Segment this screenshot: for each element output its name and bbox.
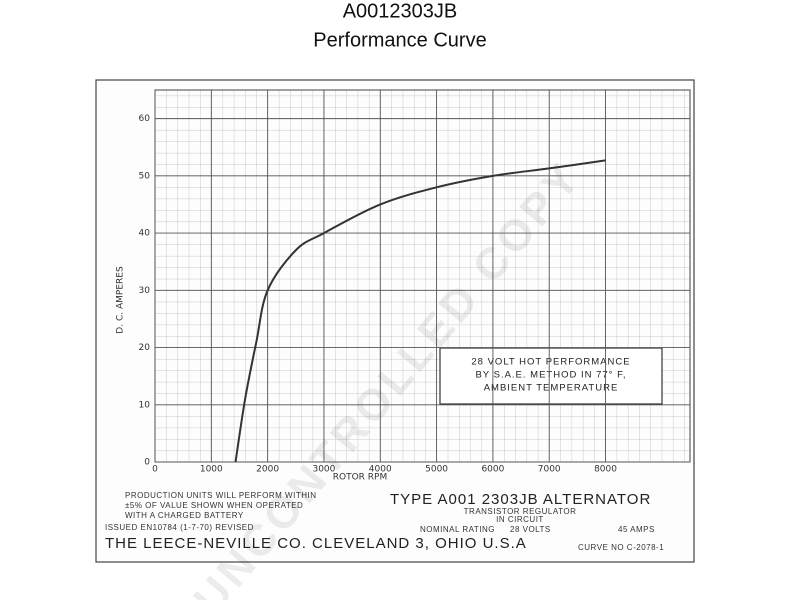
production-note: ±5% OF VALUE SHOWN WHEN OPERATED	[125, 501, 303, 510]
x-tick-label: 6000	[481, 465, 504, 475]
annotation-box: 28 VOLT HOT PERFORMANCE BY S.A.E. METHOD…	[439, 347, 663, 405]
annotation-frame	[439, 347, 663, 405]
x-tick-label: 1000	[200, 465, 223, 475]
x-tick-label: 5000	[425, 465, 448, 475]
x-tick-label: 8000	[594, 465, 617, 475]
issued-note: ISSUED EN10784 (1-7-70) REVISED	[105, 523, 254, 532]
regulator-note: IN CIRCUIT	[496, 515, 544, 524]
performance-curve	[234, 159, 606, 463]
chart-subtitle: Performance Curve	[313, 29, 486, 51]
annotation: BY S.A.E. METHOD IN 77° F,	[475, 370, 626, 381]
curve-number: CURVE NO C-2078-1	[578, 543, 664, 552]
x-tick-label: 2000	[256, 465, 279, 475]
y-tick-label: 40	[139, 229, 151, 239]
y-tick-label: 10	[139, 400, 151, 410]
x-axis-label: ROTOR RPM	[333, 473, 387, 483]
y-tick-label: 60	[139, 114, 151, 124]
annotation: AMBIENT TEMPERATURE	[484, 383, 619, 394]
x-tick-label: 7000	[538, 465, 561, 475]
rating-amps: 45 AMPS	[618, 525, 655, 534]
plot-grid	[154, 89, 691, 463]
chart-title: A0012303JB	[343, 0, 458, 22]
production-note: PRODUCTION UNITS WILL PERFORM WITHIN	[125, 491, 316, 500]
x-tick-label: 3000	[312, 465, 335, 475]
x-tick-label: 0	[152, 465, 158, 475]
y-tick-label: 50	[139, 171, 151, 181]
company-line: THE LEECE-NEVILLE CO. CLEVELAND 3, OHIO …	[105, 535, 527, 552]
y-tick-label: 20	[139, 343, 151, 353]
rating-volts: 28 VOLTS	[510, 525, 551, 534]
rating-label: NOMINAL RATING	[420, 525, 495, 534]
type-line: TYPE A001 2303JB ALTERNATOR	[390, 491, 651, 508]
y-tick-label: 30	[139, 286, 151, 296]
annotation: 28 VOLT HOT PERFORMANCE	[471, 357, 630, 368]
regulator-note: TRANSISTOR REGULATOR	[464, 507, 577, 516]
production-note: WITH A CHARGED BATTERY	[125, 511, 244, 520]
x-tick-label: 4000	[369, 465, 392, 475]
y-tick-label: 0	[144, 458, 150, 468]
y-axis-label: D. C. AMPERES	[116, 266, 126, 334]
